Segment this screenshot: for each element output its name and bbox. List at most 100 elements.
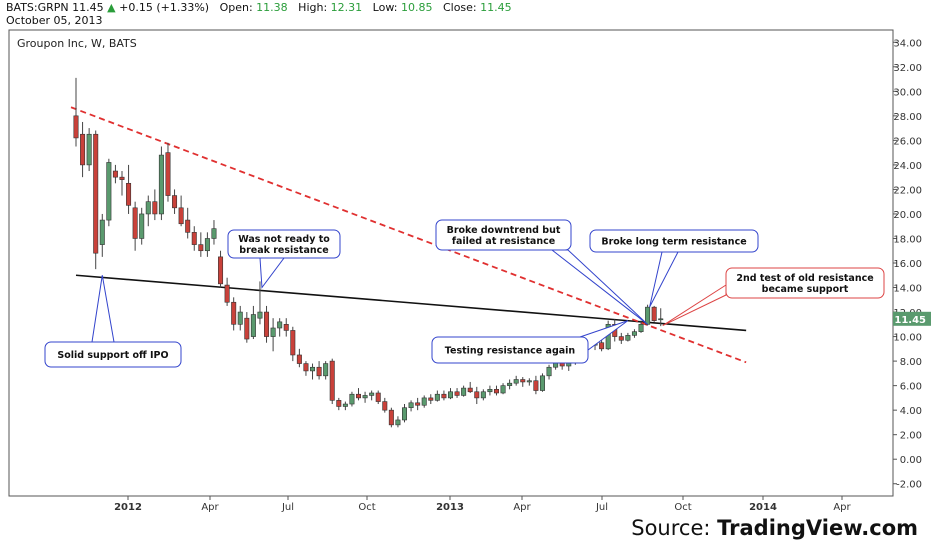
candle-body (198, 244, 204, 252)
candle-body (487, 389, 493, 393)
candle-body (165, 152, 171, 196)
last-price: 11.45 (72, 1, 104, 14)
candle-body (434, 393, 440, 401)
annotation-pointer (550, 249, 648, 325)
candle-body (106, 162, 112, 221)
candle-body (474, 391, 480, 399)
candle-body (237, 311, 243, 325)
candle-body (139, 213, 145, 239)
candle-body (467, 387, 473, 393)
source-credit: Source: TradingView.com (631, 516, 918, 540)
candle-body (329, 360, 335, 401)
y-tick-label: 32.00 (893, 63, 922, 74)
candle-body (296, 354, 302, 364)
annotation-text: Was not ready to (238, 234, 330, 245)
candle-body (132, 207, 138, 239)
candle-body (375, 392, 381, 402)
y-tick-label: 0.00 (900, 455, 922, 466)
candle-body (119, 176, 125, 180)
candle-body (145, 201, 151, 215)
candle-body (599, 342, 605, 350)
x-tick-label: Oct (358, 502, 375, 513)
candle-body (461, 387, 467, 396)
candle-body (86, 133, 92, 166)
candle-body (93, 133, 99, 254)
candle-body (80, 133, 86, 166)
x-tick-label: Oct (674, 502, 691, 513)
candle-body (303, 363, 309, 372)
candle-body (480, 391, 486, 399)
candle-body (290, 330, 296, 356)
close-value: 11.45 (480, 1, 512, 14)
annotation-box (44, 341, 182, 368)
candle-body (382, 401, 388, 411)
annotation-pointer (259, 257, 285, 289)
candle-body (401, 407, 407, 421)
candle-body (493, 389, 499, 394)
annotation-pointer (662, 284, 727, 326)
x-tick-label: 2012 (114, 502, 142, 513)
candle-body (645, 306, 651, 325)
open-value: 11.38 (256, 1, 288, 14)
candle-body (421, 397, 427, 406)
x-tick-label: Jul (595, 502, 608, 513)
y-tick-label: 26.00 (893, 136, 922, 147)
candle-body (211, 228, 217, 239)
downtrend-line (70, 106, 747, 364)
low-label: Low: (372, 1, 398, 14)
candle-body (349, 393, 355, 405)
y-tick-label: 20.00 (893, 210, 922, 221)
support-trendline (75, 274, 747, 332)
open-label: Open: (219, 1, 253, 14)
y-tick-label: 16.00 (893, 259, 922, 270)
candle-body (178, 207, 184, 225)
candle-body (447, 391, 453, 399)
candle-body (158, 154, 164, 215)
candle-body (264, 311, 270, 337)
candle-body (342, 403, 348, 407)
candle-body (539, 375, 545, 391)
plot-frame (8, 29, 894, 497)
x-tick-label: Apr (833, 502, 851, 513)
last-price-tag (893, 311, 931, 326)
x-tick-label: 2013 (436, 502, 464, 513)
candle-body (658, 318, 664, 321)
candle-body (218, 256, 224, 285)
x-tick-label: Jul (281, 502, 294, 513)
candle-body (395, 419, 401, 426)
candle-body (336, 400, 342, 407)
annotation-text: break resistance (239, 245, 328, 256)
candle-body (500, 385, 506, 394)
high-label: High: (298, 1, 328, 14)
high-value: 12.31 (330, 1, 363, 14)
annotation-pointer (649, 251, 679, 308)
candle-body (185, 219, 191, 233)
candle-body (270, 327, 276, 337)
annotation-box (435, 219, 572, 251)
quote-date: October 05, 2013 (6, 14, 103, 27)
candle-body (651, 306, 657, 321)
candle-body (454, 391, 460, 396)
annotation-box (431, 336, 589, 364)
candle-body (152, 201, 158, 215)
candle-body (191, 232, 197, 245)
y-tick-label: 28.00 (893, 112, 922, 123)
candle-body (283, 324, 289, 331)
candle-body (388, 409, 394, 426)
y-tick-label: 14.00 (893, 284, 922, 295)
candle-body (631, 331, 637, 336)
low-value: 10.85 (400, 1, 433, 14)
change-up-icon: ▲ (107, 1, 116, 14)
x-tick-label: Apr (513, 502, 531, 513)
candle-body (99, 219, 105, 245)
x-tick-label: Apr (201, 502, 219, 513)
y-tick-label: 18.00 (893, 234, 922, 245)
candle-body (231, 301, 237, 325)
annotation-text: became support (762, 284, 849, 295)
candle-body (625, 335, 631, 341)
y-tick-label: 22.00 (893, 185, 922, 196)
chart-title: Groupon Inc, W, BATS (17, 37, 137, 50)
candle-body (316, 366, 322, 377)
source-prefix: Source: (631, 516, 718, 540)
annotation-text: failed at resistance (452, 236, 555, 247)
